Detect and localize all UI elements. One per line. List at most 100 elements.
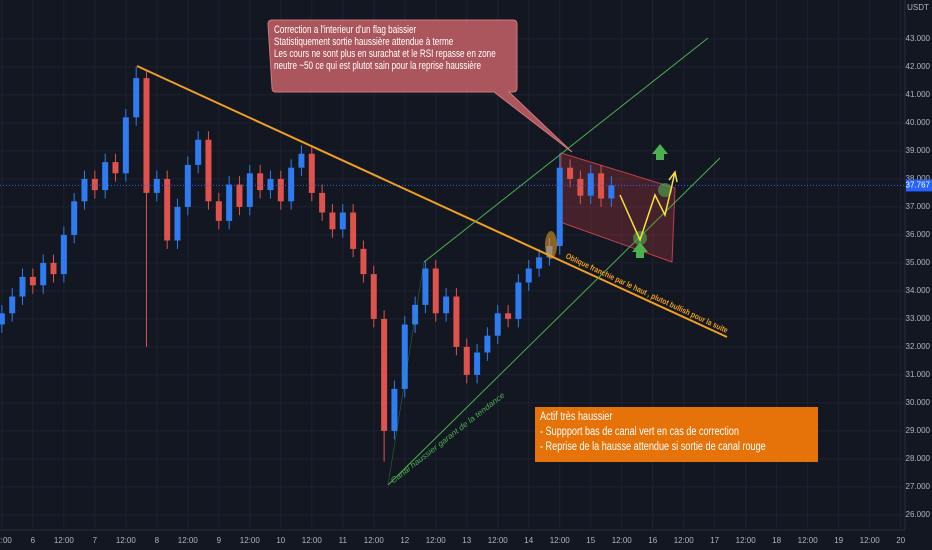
candle-body: [474, 352, 481, 375]
x-tick-label: 12: [400, 536, 409, 545]
candle-body: [381, 318, 388, 431]
up-arrow: [652, 144, 668, 160]
candle-body: [60, 234, 67, 275]
x-tick-label: 12:00: [674, 536, 695, 545]
candle-body: [246, 173, 253, 207]
summary-line: - Reprise de la hausse attendue si sorti…: [540, 440, 766, 454]
candle-body: [308, 153, 315, 193]
x-tick-label: 12:00: [736, 536, 757, 545]
y-tick-label: 31.000: [906, 370, 931, 379]
candle-body: [298, 153, 305, 168]
candle-body: [494, 313, 501, 336]
x-tick-label: 12:00: [178, 536, 199, 545]
candle-body: [567, 167, 574, 179]
x-tick-label: 12:00: [550, 536, 571, 545]
candle-body: [525, 268, 532, 283]
note-line: neutre ~50 ce qui est plutot sain pour l…: [274, 60, 481, 73]
x-tick-label: 14: [524, 536, 533, 545]
candle-body: [515, 282, 522, 319]
x-tick-label: 9: [217, 536, 222, 545]
channel-lower: [387, 157, 721, 486]
candle-body: [288, 167, 295, 202]
candle-body: [391, 388, 398, 431]
x-tick-label: 12:00: [488, 536, 509, 545]
y-tick-label: 30.000: [906, 398, 931, 407]
x-tick-label: 19: [834, 536, 843, 545]
x-tick-label: 16: [648, 536, 657, 545]
candle-body: [184, 164, 191, 207]
y-tick-label: 35.000: [906, 258, 931, 267]
candle-body: [432, 268, 439, 314]
x-tick-label: 12:00: [798, 536, 819, 545]
candle-body: [360, 248, 367, 275]
x-tick-label: 10: [276, 536, 285, 545]
y-tick-label: 27.000: [906, 482, 931, 491]
candle-body: [277, 178, 284, 202]
x-tick-label: 12:00: [364, 536, 385, 545]
note-text: Correction a l'interieur d'un flag baiss…: [274, 24, 496, 73]
candle-body: [257, 173, 264, 191]
x-tick-label: 17: [710, 536, 719, 545]
candle-body: [102, 162, 109, 191]
y-tick-label: 38.000: [906, 174, 931, 183]
candle-body: [215, 201, 222, 221]
candle-body: [422, 268, 429, 305]
candle-body: [577, 178, 584, 196]
channel-side: [387, 261, 425, 486]
candle-body: [143, 78, 150, 193]
candle-body: [484, 335, 491, 353]
candle-body: [71, 201, 78, 235]
last-price-label: 37.767: [906, 181, 931, 190]
x-tick-label: 12:00: [302, 536, 323, 545]
x-tick-label: 18: [772, 536, 781, 545]
y-tick-label: 42.000: [906, 62, 931, 71]
note-line: Statistiquement sortie haussière attendu…: [274, 36, 453, 49]
y-tick-label: 32.000: [906, 342, 931, 351]
candle-body: [40, 262, 47, 286]
candle-body: [505, 313, 512, 319]
x-tick-label: 7: [93, 536, 98, 545]
candle-body: [339, 212, 346, 230]
candle-body: [112, 162, 119, 174]
x-tick-label: 12:00: [240, 536, 261, 545]
x-tick-label: 12:00: [0, 536, 12, 545]
x-tick-label: 12:00: [116, 536, 137, 545]
x-tick-label: 6: [31, 536, 36, 545]
projection-arrow: [668, 170, 678, 183]
candle-body: [133, 78, 140, 118]
breakout-marker: [545, 231, 557, 259]
y-tick-label: 28.000: [906, 454, 931, 463]
candle-body: [608, 185, 615, 199]
candle-body: [91, 178, 98, 191]
candle-body: [122, 117, 129, 174]
x-tick-label: 20: [896, 536, 905, 545]
x-tick-label: 12:00: [54, 536, 75, 545]
note-line: Correction a l'interieur d'un flag baiss…: [274, 24, 417, 37]
candle-body: [370, 274, 377, 319]
candle-body: [536, 257, 543, 269]
summary-line: Actif très haussier: [540, 410, 613, 424]
exit-marker: [658, 183, 672, 197]
x-tick-label: 8: [155, 536, 160, 545]
candle-body: [29, 276, 36, 286]
summary-box: [535, 407, 818, 462]
trend-line: [136, 65, 728, 338]
candle-body: [226, 184, 233, 221]
candle-body: [587, 173, 594, 196]
x-tick-label: 12:00: [426, 536, 447, 545]
y-tick-label: 29.000: [906, 426, 931, 435]
y-tick-label: 41.000: [906, 90, 931, 99]
candle-body: [412, 304, 419, 325]
candle-body: [453, 296, 460, 347]
projection: [619, 171, 676, 243]
candle-body: [205, 139, 212, 202]
candle-body: [267, 178, 274, 191]
y-tick-label: 37.000: [906, 202, 931, 211]
candle-body: [50, 262, 57, 275]
x-tick-label: 12:00: [860, 536, 881, 545]
y-tick-label: 33.000: [906, 314, 931, 323]
candle-body: [236, 184, 243, 207]
candle-body: [463, 346, 470, 375]
